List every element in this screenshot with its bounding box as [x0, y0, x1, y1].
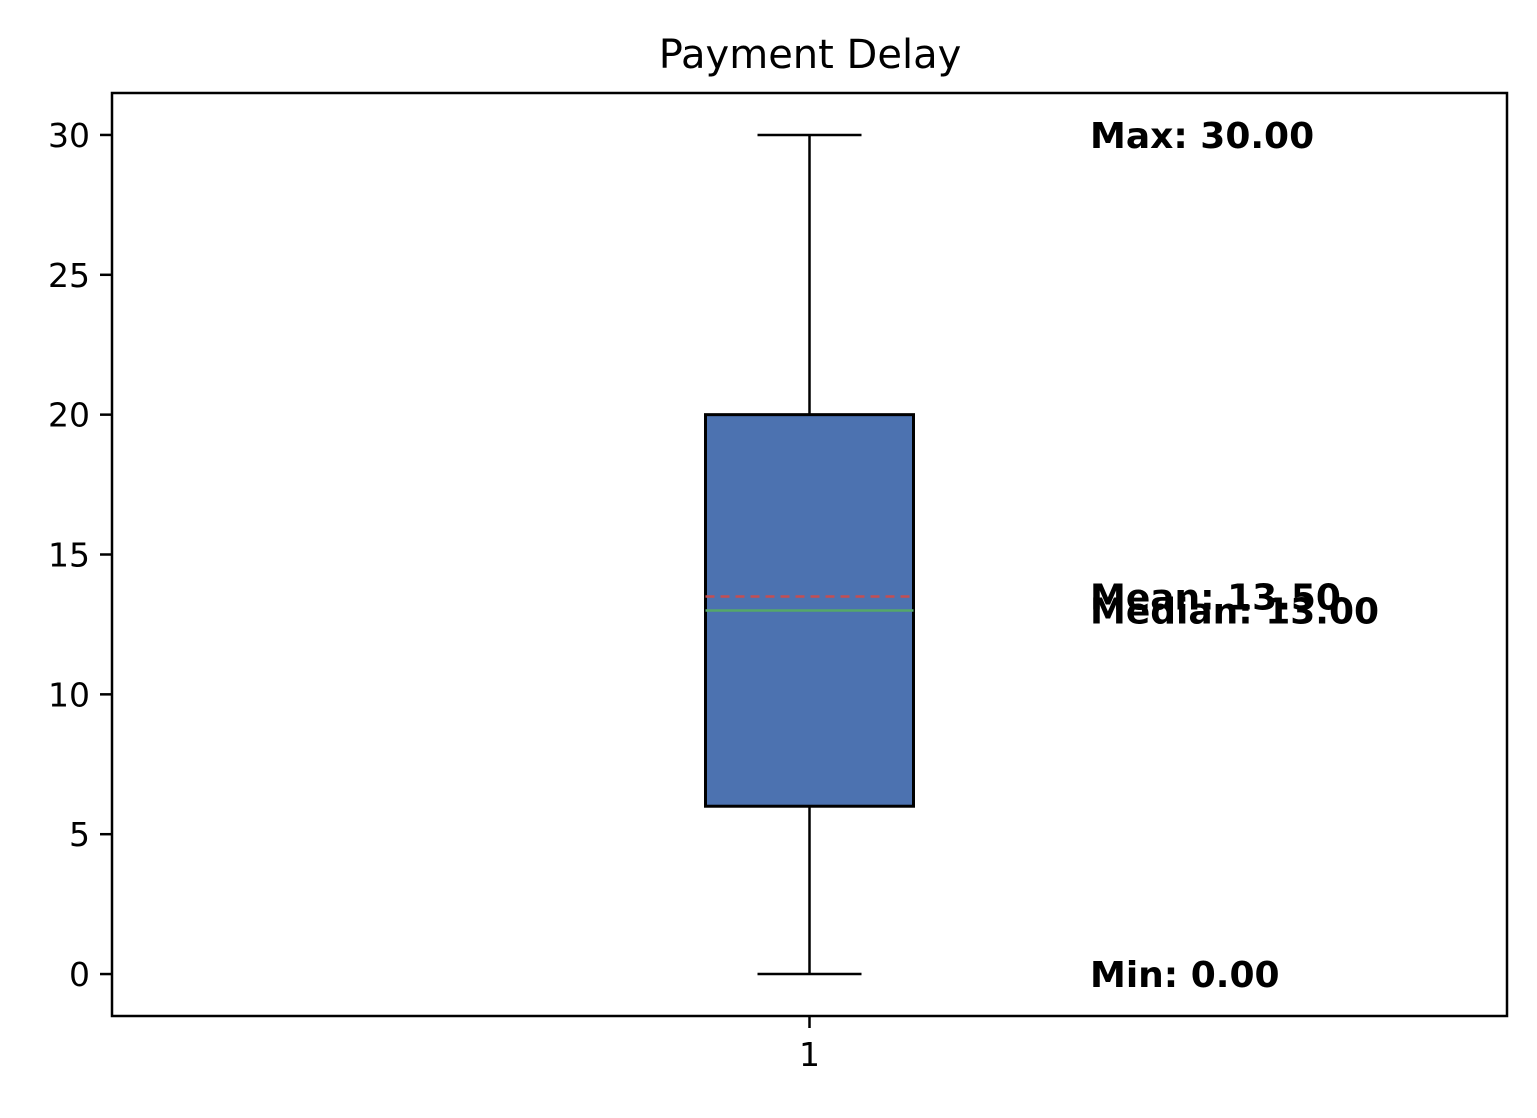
- y-tick-label: 5: [69, 815, 90, 854]
- annotation-label: Max: 30.00: [1090, 116, 1314, 157]
- annotation-label: Mean: 13.50: [1090, 577, 1341, 618]
- y-tick-label: 10: [48, 675, 90, 714]
- y-tick-label: 15: [48, 536, 90, 575]
- chart-title: Payment Delay: [659, 32, 962, 78]
- annotation-label: Median: 13.00: [1090, 591, 1379, 632]
- box-plot: [704, 133, 915, 976]
- x-tick-label: 1: [799, 1035, 820, 1074]
- y-axis: 0 5 10 15 20 25 30: [48, 116, 112, 994]
- x-axis: 1: [799, 1016, 820, 1074]
- y-tick-label: 0: [69, 955, 90, 994]
- y-tick-label: 30: [48, 116, 90, 155]
- y-tick-label: 20: [48, 396, 90, 435]
- y-tick-label: 25: [48, 256, 90, 295]
- annotation-label: Min: 0.00: [1090, 955, 1280, 996]
